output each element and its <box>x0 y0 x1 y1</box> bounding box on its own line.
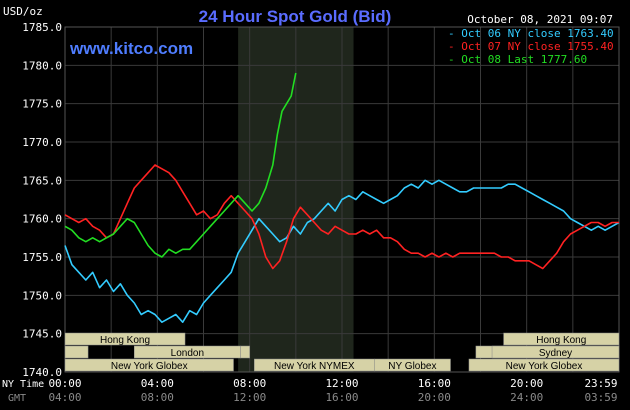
y-tick-label: 1770.0 <box>22 136 62 149</box>
session-box <box>503 332 620 346</box>
x-tick-label-gmt: 12:00 <box>233 391 266 404</box>
session-label: NY Globex <box>388 361 436 372</box>
x-tick-label-ny: 08:00 <box>233 377 266 390</box>
session-label: London <box>171 348 204 359</box>
y-tick-label: 1765.0 <box>22 174 62 187</box>
session-label: New York NYMEX <box>274 361 355 372</box>
x-tick-label-ny: 12:00 <box>325 377 358 390</box>
gmt-label: GMT <box>8 393 26 404</box>
y-tick-label: 1775.0 <box>22 98 62 111</box>
legend-entry: - Oct 07 NY close 1755.40 <box>448 40 614 53</box>
session-label: Sydney <box>539 348 572 359</box>
session-label: Hong Kong <box>100 335 150 346</box>
grid <box>64 26 620 373</box>
ny-time-label: NY Time <box>2 379 44 390</box>
x-tick-label-ny: 20:00 <box>510 377 543 390</box>
session-box <box>240 345 250 359</box>
y-tick-label: 1740.0 <box>22 366 62 379</box>
x-tick-label-gmt: 04:00 <box>48 391 81 404</box>
y-tick-label: 1780.0 <box>22 59 62 72</box>
chart-title: 24 Hour Spot Gold (Bid) <box>199 7 392 26</box>
y-tick-labels: 1785.0 1780.0 1775.0 1770.0 1765.0 1760.0 1755… <box>22 21 62 379</box>
session-box <box>468 358 620 372</box>
series-line <box>64 164 619 270</box>
series-line <box>64 72 297 258</box>
session-box <box>491 345 620 359</box>
legend-entry: - Oct 08 Last 1777.60 <box>448 53 587 66</box>
x-tick-label-ny: 23:59 <box>584 377 617 390</box>
session-label: Hong Kong <box>536 335 586 346</box>
watermark: www.kitco.com <box>69 39 193 58</box>
series-lines <box>64 72 620 323</box>
unit-label: USD/oz <box>3 5 43 18</box>
x-tick-label-gmt: 24:00 <box>510 391 543 404</box>
session-label: New York Globex <box>506 361 583 372</box>
session-box <box>64 358 234 372</box>
x-tick-label-ny: 04:00 <box>141 377 174 390</box>
legend-entry: - Oct 06 NY close 1763.40 <box>448 27 614 40</box>
x-tick-label-gmt: 16:00 <box>325 391 358 404</box>
y-tick-label: 1760.0 <box>22 213 62 226</box>
x-tick-label-gmt: 20:00 <box>418 391 451 404</box>
timestamp: October 08, 2021 09:07 <box>467 13 613 26</box>
x-tick-label-gmt: 03:59 <box>584 391 617 404</box>
session-box <box>64 332 186 346</box>
x-tick-label-gmt: 08:00 <box>141 391 174 404</box>
y-tick-label: 1745.0 <box>22 328 62 341</box>
series-line <box>64 179 620 323</box>
x-tick-label-ny: 00:00 <box>48 377 81 390</box>
session-box <box>374 358 451 372</box>
y-tick-label: 1750.0 <box>22 289 62 302</box>
y-tick-label: 1755.0 <box>22 251 62 264</box>
x-tick-label-ny: 16:00 <box>418 377 451 390</box>
x-tick-labels: 00:00 04:00 08:00 12:00 16:00 20:00 23:5904:00… <box>48 377 617 404</box>
session-label: New York Globex <box>111 361 188 372</box>
legend: - Oct 06 NY close 1763.40- Oct 07 NY clo… <box>448 27 614 66</box>
session-boxes: Hong Kong London New York Globex New York N… <box>64 332 620 372</box>
plot-frame <box>64 26 620 373</box>
y-tick-label: 1785.0 <box>22 21 62 34</box>
session-box <box>64 345 89 359</box>
